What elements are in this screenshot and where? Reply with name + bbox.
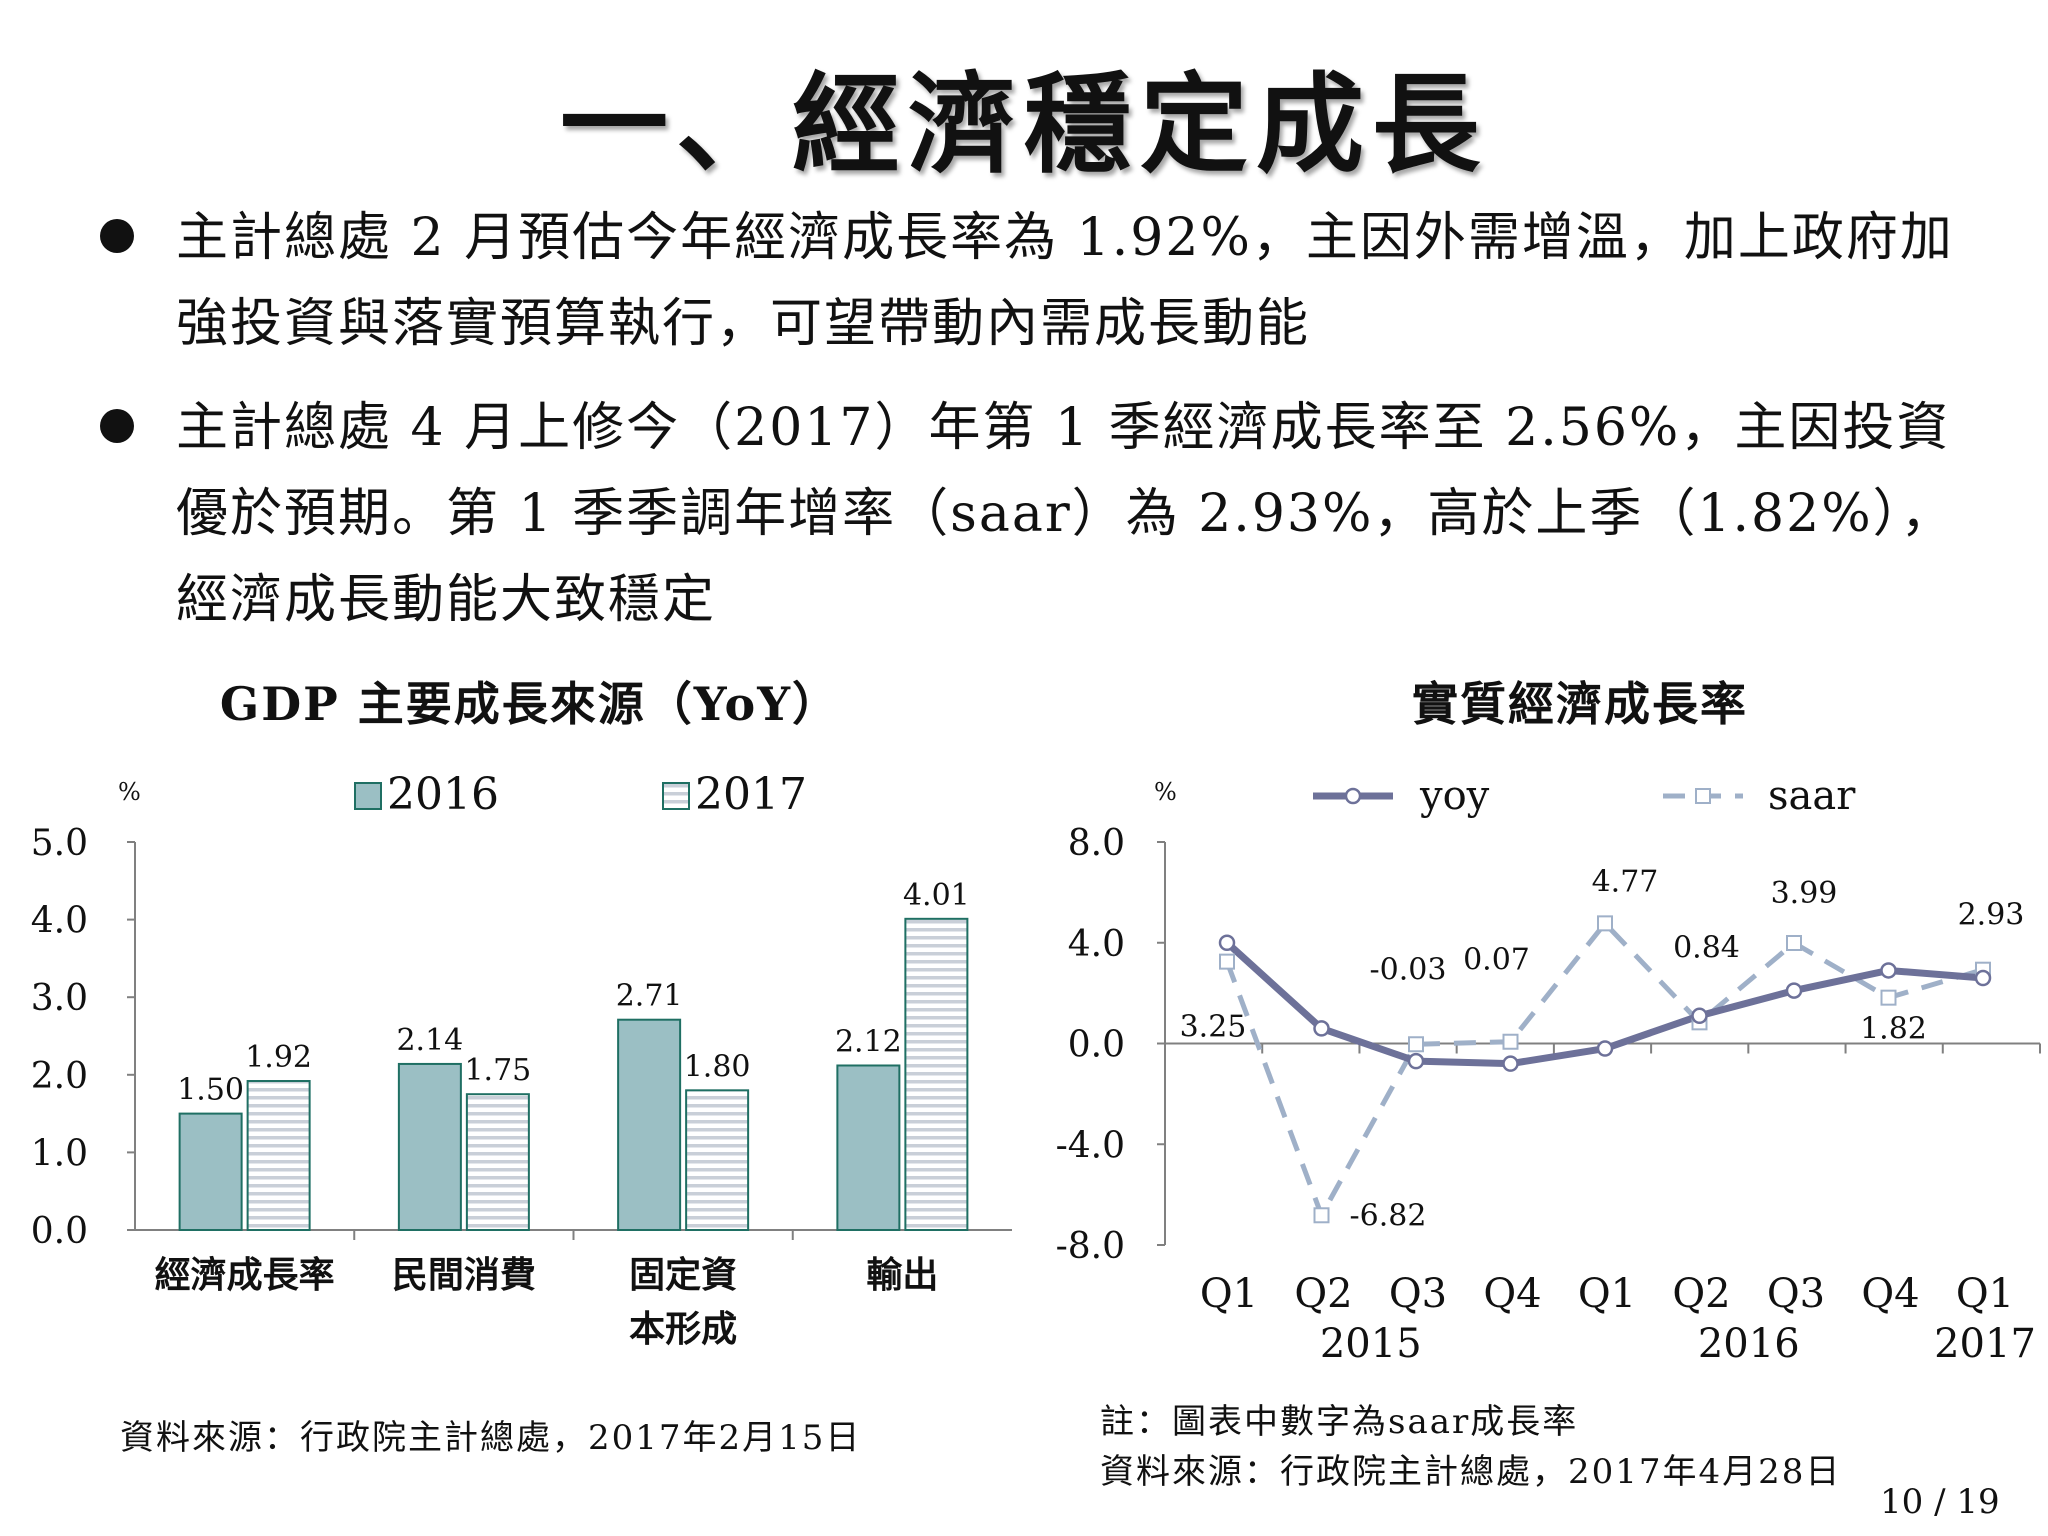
line-data-label: 2.93	[1958, 898, 2025, 933]
bar-data-label: 2.14	[396, 1023, 463, 1058]
line-x-quarter-label: Q1	[1956, 1271, 2014, 1317]
line-x-year-label: 2017	[1934, 1321, 2036, 1367]
line-series-saar	[1224, 919, 1984, 1222]
bullet-dot-icon	[100, 219, 134, 253]
line-data-label: 0.07	[1463, 943, 1530, 978]
bar-y-tick-label: 0.0	[31, 1211, 88, 1252]
line-point-saar	[1786, 935, 1802, 952]
line-x-quarter-label: Q1	[1200, 1271, 1258, 1317]
bar-2017	[904, 917, 969, 1231]
bullet-item: 主計總處 4 月上修今（2017）年第 1 季經濟成長率至 2.56%，主因投資…	[100, 385, 2000, 643]
line-point-yoy	[1785, 982, 1803, 999]
line-data-label: -6.82	[1350, 1198, 1427, 1233]
bar-chart-source: 資料來源：行政院主計總處，2017年2月15日	[120, 1418, 862, 1458]
line-chart-note: 註：圖表中數字為saar成長率	[1100, 1402, 1579, 1442]
bar-legend-swatch	[354, 782, 382, 810]
line-point-yoy	[1313, 1020, 1330, 1037]
line-y-tick-label: -4.0	[1056, 1125, 1125, 1166]
line-point-saar	[1597, 915, 1613, 932]
line-data-label: 3.99	[1771, 876, 1838, 911]
line-data-label: 0.84	[1673, 930, 1740, 965]
line-unit-label: %	[1154, 778, 1177, 806]
bar-2016	[836, 1064, 901, 1231]
bar-category-label: 本形成	[629, 1308, 737, 1350]
page-number: 10 / 19	[1880, 1482, 2000, 1522]
bar-category-label: 輸出	[866, 1254, 938, 1296]
bar-category-label: 固定資	[629, 1254, 737, 1296]
bar-2017	[685, 1089, 750, 1231]
line-legend-label: saar	[1768, 773, 1856, 819]
bar-y-tick-label: 3.0	[31, 978, 88, 1019]
line-x-quarter-label: Q4	[1861, 1271, 1919, 1317]
bullet-text: 主計總處 4 月上修今（2017）年第 1 季經濟成長率至 2.56%，主因投資…	[176, 398, 1955, 630]
bar-y-tick-label: 1.0	[31, 1133, 88, 1174]
bar-legend-label: 2016	[387, 769, 499, 820]
line-data-label: -0.03	[1370, 952, 1447, 987]
bar-2017	[246, 1080, 311, 1231]
line-y-tick-label: -8.0	[1056, 1226, 1125, 1267]
bar-chart: 0.0 1.0 2.0 3.0 4.0 5.0% 1.50 2.14 2.71 2.12 1.92 1…	[31, 769, 1012, 1350]
bullet-list: 主計總處 2 月預估今年經濟成長率為 1.92%，主因外需增溫，加上政府加強投資…	[100, 195, 2000, 661]
bullet-dot-icon	[100, 409, 134, 443]
bar-2016	[617, 1018, 682, 1232]
line-legend-saar-marker	[1695, 788, 1711, 804]
bar-data-label: 2.12	[835, 1024, 902, 1059]
bar-y-tick-label: 5.0	[31, 823, 88, 864]
line-x-quarter-label: Q3	[1767, 1271, 1825, 1317]
bullet-item: 主計總處 2 月預估今年經濟成長率為 1.92%，主因外需增溫，加上政府加強投資…	[100, 195, 2000, 367]
line-point-saar	[1502, 1033, 1519, 1050]
line-chart-source: 資料來源：行政院主計總處，2017年4月28日	[1100, 1452, 1842, 1492]
bar-data-label: 1.80	[684, 1049, 751, 1084]
bar-axes: 0.0 1.0 2.0 3.0 4.0 5.0	[31, 823, 1012, 1252]
bar-legend-swatch	[662, 782, 690, 810]
bar-y-tick-label: 2.0	[31, 1056, 88, 1097]
bar-data-label: 1.50	[177, 1073, 244, 1108]
line-point-saar	[1313, 1207, 1330, 1224]
bar-data-label: 2.71	[616, 979, 683, 1014]
line-point-yoy	[1974, 969, 1992, 987]
bar-y-tick-label: 4.0	[31, 901, 88, 942]
slide-title: 一、經濟穩定成長	[559, 62, 1488, 188]
bar-category-label: 民間消費	[392, 1254, 536, 1296]
line-point-yoy	[1880, 962, 1897, 979]
line-point-yoy	[1596, 1040, 1614, 1057]
bar-category-label: 經濟成長率	[155, 1254, 335, 1296]
bar-data-label: 1.92	[245, 1040, 312, 1075]
line-x-year-label: 2015	[1320, 1321, 1422, 1367]
bar-2016	[397, 1062, 462, 1231]
line-point-yoy	[1502, 1055, 1519, 1072]
line-x-quarter-label: Q2	[1294, 1271, 1352, 1317]
bar-2017	[465, 1093, 530, 1232]
line-point-yoy	[1218, 934, 1236, 951]
line-y-tick-label: 0.0	[1068, 1025, 1125, 1066]
bar-2016	[178, 1112, 243, 1232]
bar-data-label: 4.01	[903, 878, 970, 913]
line-chart-title: 實質經濟成長率	[1412, 677, 1748, 731]
bullet-text: 主計總處 2 月預估今年經濟成長率為 1.92%，主因外需增溫，加上政府加強投資…	[176, 208, 1954, 354]
line-x-quarter-label: Q3	[1389, 1271, 1447, 1317]
line-point-saar	[1219, 953, 1235, 970]
line-data-label: 4.77	[1592, 864, 1659, 899]
line-point-saar	[1880, 989, 1897, 1006]
line-point-yoy	[1691, 1007, 1708, 1025]
bar-legend-label: 2017	[695, 769, 807, 820]
line-chart: -8.0 -4.0 0.0 4.0 8.0% Q1 Q2 Q3 Q4 Q1 Q2 Q3 Q4 Q1 2015…	[1056, 773, 2041, 1367]
line-y-tick-label: 4.0	[1068, 924, 1125, 965]
line-x-quarter-label: Q1	[1578, 1271, 1636, 1317]
line-y-tick-label: 8.0	[1068, 823, 1125, 864]
line-data-label: 3.25	[1180, 1010, 1247, 1045]
line-x-year-label: 2016	[1698, 1321, 1800, 1367]
line-point-yoy	[1407, 1052, 1425, 1070]
bar-data-label: 1.75	[464, 1053, 531, 1088]
line-x-quarter-label: Q2	[1672, 1271, 1730, 1317]
line-point-saar	[1408, 1036, 1424, 1053]
line-data-label: 1.82	[1860, 1012, 1927, 1047]
bar-unit-label: %	[118, 778, 141, 806]
line-legend-yoy-marker	[1344, 787, 1362, 805]
bar-chart-title: GDP 主要成長來源（YoY）	[219, 677, 841, 731]
line-legend-label: yoy	[1419, 773, 1490, 819]
line-x-quarter-label: Q4	[1483, 1271, 1541, 1317]
